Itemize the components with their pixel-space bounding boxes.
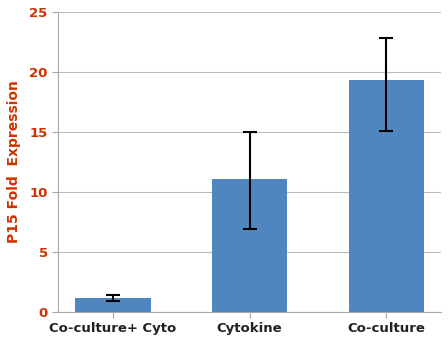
Y-axis label: P15 Fold  Expression: P15 Fold Expression — [7, 80, 21, 243]
Bar — [212, 179, 287, 312]
Bar — [75, 299, 151, 312]
Bar — [349, 80, 424, 312]
